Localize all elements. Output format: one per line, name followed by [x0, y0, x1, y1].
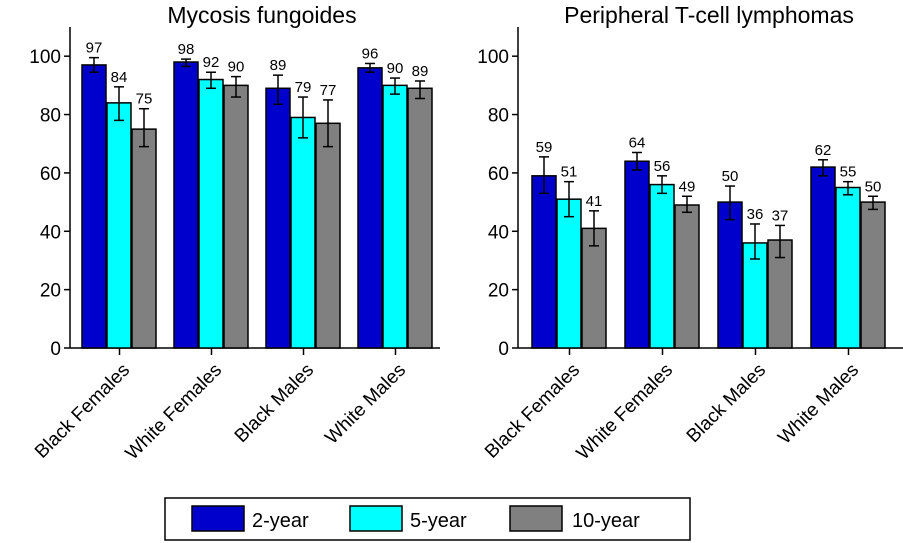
y-tick-label: 0 [498, 339, 509, 360]
data-label: 98 [178, 41, 195, 58]
legend-swatch-10-year [509, 505, 563, 532]
chart-area-mycosis-fungoides: 0 20 40 60 80 100 97 84 75 Black Females 98 92 90 Whi… [29, 27, 440, 464]
data-label: 96 [362, 45, 379, 62]
y-tick-label: 20 [40, 281, 61, 302]
data-label: 56 [654, 158, 671, 175]
data-label: 51 [561, 164, 578, 181]
bar-10-year-black-females [131, 128, 157, 349]
legend: 2-year 5-year 10-year [164, 497, 691, 541]
data-label: 89 [270, 57, 287, 74]
chart-area-peripheral-t-cell-lymphomas: 0 20 40 60 80 100 59 51 41 Black Females 64 56 49 Whi… [477, 27, 903, 464]
x-tick-label: White Females [573, 360, 677, 464]
x-tick-label: Black Males [683, 360, 770, 447]
y-tick-label: 60 [488, 164, 509, 185]
legend-label-2-year: 2-year [252, 510, 309, 532]
bar-5-year-white-females [649, 183, 675, 349]
bar-5-year-black-females [106, 102, 132, 349]
y-tick-label: 80 [40, 106, 61, 127]
bar-10-year-black-females [581, 227, 607, 349]
x-tick-label: White Males [321, 360, 410, 449]
bar-10-year-black-males [315, 122, 341, 349]
data-label: 41 [586, 193, 603, 210]
data-label: 36 [747, 206, 764, 223]
data-label: 75 [136, 91, 153, 108]
data-label: 50 [722, 168, 739, 185]
bar-10-year-white-males [407, 87, 433, 349]
data-label: 90 [387, 60, 404, 77]
y-tick-label: 60 [40, 164, 61, 185]
bar-2-year-black-females [531, 175, 557, 349]
x-tick-label: White Females [122, 360, 226, 464]
bar-5-year-black-males [290, 116, 316, 349]
y-tick-label: 0 [50, 339, 61, 360]
y-tick-label: 20 [488, 281, 509, 302]
legend-box [164, 497, 691, 541]
bar-2-year-black-males [717, 201, 743, 349]
bar-5-year-white-females [198, 78, 224, 349]
chart-peripheral-t-cell-lymphomas: Peripheral T-cell lymphomas 0 20 40 60 80 100… [477, 2, 903, 464]
data-label: 59 [536, 139, 553, 156]
y-tick-label: 100 [29, 47, 61, 68]
bar-2-year-white-females [173, 61, 199, 349]
x-tick-label: Black Males [231, 360, 318, 447]
legend-swatch-5-year [349, 505, 403, 532]
bar-2-year-black-males [265, 87, 291, 349]
data-label: 49 [679, 178, 696, 195]
bar-5-year-white-males [382, 84, 408, 349]
y-tick-label: 80 [488, 106, 509, 127]
data-label: 92 [203, 54, 220, 71]
data-label: 97 [86, 40, 103, 57]
chart-mycosis-fungoides: Mycosis fungoides 0 20 40 60 80 100 97 84 75 Blac… [29, 2, 440, 464]
bar-5-year-black-females [556, 198, 582, 349]
bar-10-year-white-males [860, 201, 886, 349]
data-label: 89 [412, 63, 429, 80]
data-label: 64 [629, 134, 646, 151]
data-label: 90 [228, 59, 245, 76]
y-tick-label: 40 [488, 222, 509, 243]
bar-2-year-black-females [81, 64, 107, 349]
x-tick-label: Black Females [481, 360, 584, 463]
legend-label-5-year: 5-year [410, 510, 467, 532]
chart-title: Peripheral T-cell lymphomas [564, 2, 854, 28]
bar-2-year-white-females [624, 160, 650, 349]
x-tick-label: White Males [774, 360, 863, 449]
bar-2-year-white-males [810, 166, 836, 349]
y-tick-label: 40 [40, 222, 61, 243]
y-tick-label: 100 [477, 47, 509, 68]
data-label: 55 [840, 164, 857, 181]
bar-2-year-white-males [357, 67, 383, 349]
chart-title: Mycosis fungoides [167, 2, 356, 28]
legend-label-10-year: 10-year [572, 510, 640, 532]
bar-10-year-white-females [223, 84, 249, 349]
bar-5-year-white-males [835, 186, 861, 349]
data-label: 77 [320, 82, 337, 99]
bar-10-year-white-females [674, 204, 700, 349]
data-label: 84 [111, 69, 128, 86]
x-tick-label: Black Females [31, 360, 134, 463]
data-label: 62 [815, 142, 832, 159]
legend-swatch-2-year [191, 505, 245, 532]
data-label: 79 [295, 79, 312, 96]
data-label: 50 [865, 178, 882, 195]
data-label: 37 [772, 207, 789, 224]
